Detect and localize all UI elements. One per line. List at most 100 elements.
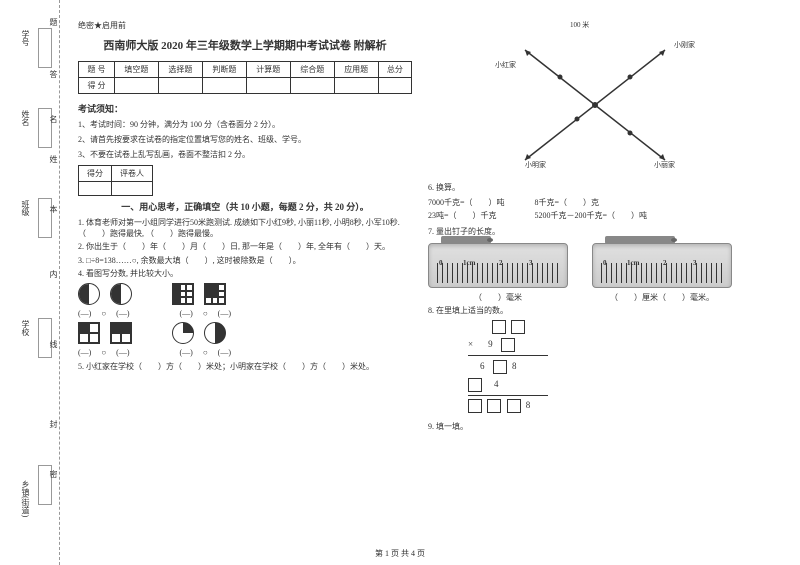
fraction-blank: (—)	[78, 348, 91, 357]
digit-box	[507, 399, 521, 413]
sidebar-char: 答	[48, 70, 59, 78]
ruler-scale	[601, 263, 723, 283]
question: 2. 你出生于（ ）年（ ）月（ ）日, 那一年是（ ）年, 全年有（ ）天。	[78, 241, 412, 252]
question: 3. □÷8=138……○, 余数最大填（ ）, 这时被除数是（ ）。	[78, 255, 412, 266]
ruler-mark: 2	[663, 259, 667, 267]
ruler-mark: 1cm	[463, 259, 475, 267]
th: 选择题	[158, 62, 202, 78]
digit-box	[487, 399, 501, 413]
score-table: 题 号 填空题 选择题 判断题 计算题 综合题 应用题 总分 得 分	[78, 61, 412, 94]
conversion-item: 23吨=（ ）千克	[428, 210, 505, 221]
calc-row	[468, 319, 762, 334]
left-column: 绝密★启用前 西南师大版 2020 年三年级数学上学期期中考试试卷 附解析 题 …	[70, 20, 420, 550]
calc-row: 8	[468, 399, 762, 413]
question: 5. 小红家在学校（ ）方（ ）米处；小明家在学校（ ）方（ ）米处。	[78, 361, 412, 372]
compare-symbol: ○	[203, 348, 208, 357]
question: 9. 填一填。	[428, 421, 762, 432]
th: 综合题	[290, 62, 334, 78]
ruler-icon: 0 1cm 2 3	[592, 243, 732, 288]
notice-item: 2、请首先按要求在试卷的指定位置填写您的姓名、班级、学号。	[78, 134, 412, 146]
th: 题 号	[79, 62, 115, 78]
conversion-item: 8千克=（ ）克	[535, 197, 648, 208]
sidebar-label-school: 学校	[20, 320, 31, 336]
compare-row: (—) ○ (—) (—) ○ (—)	[78, 309, 412, 318]
calc-line	[468, 395, 548, 396]
compare-row: (—) ○ (—) (—) ○ (—)	[78, 348, 412, 357]
sidebar-char: 名	[48, 115, 59, 123]
secret-label: 绝密★启用前	[78, 20, 412, 31]
compare-symbol: ○	[101, 348, 106, 357]
rulers-row: 0 1cm 2 3 （ ）毫米 0 1cm 2 3 （ ）厘米（ ）毫米。	[428, 239, 762, 303]
fraction-square-icon	[78, 322, 100, 344]
conversion-item: 5200千克－200千克=（ ）吨	[535, 210, 648, 221]
th: 判断题	[202, 62, 246, 78]
question: 6. 换算。	[428, 182, 762, 193]
question: 8. 在里填上适当的数。	[428, 305, 762, 316]
binding-sidebar: 学号 题 答 姓名 名 姓 班级 本 内 学校 线 封 乡镇(街道) 密	[0, 0, 60, 565]
compass-sw-label: 小明家	[525, 160, 546, 170]
calc-row: 6 8	[468, 359, 762, 374]
ruler-mark: 0	[439, 259, 443, 267]
th: 填空题	[114, 62, 158, 78]
nail-icon	[605, 236, 675, 244]
fraction-blank: (—)	[78, 309, 91, 318]
op: ×	[468, 339, 476, 349]
td	[114, 78, 158, 94]
ruler-mark: 2	[499, 259, 503, 267]
compass-se-label: 小丽家	[654, 160, 675, 170]
fraction-circle-icon	[78, 283, 100, 305]
right-column: 100 米 小刚家 小红家 小明家 小丽家 6. 换算。 7000千克=（ ）吨…	[420, 20, 770, 550]
ruler-mark: 3	[693, 259, 697, 267]
sidebar-box	[38, 28, 52, 68]
digit-box	[511, 320, 525, 334]
th: 计算题	[246, 62, 290, 78]
sidebar-char: 封	[48, 420, 59, 428]
page-footer: 第 1 页 共 4 页	[0, 548, 800, 559]
calc-row: × 9	[468, 337, 762, 352]
shapes-row	[78, 322, 412, 344]
fraction-blank: (—)	[180, 309, 193, 318]
ruler-wrap: 0 1cm 2 3 （ ）毫米	[428, 239, 568, 303]
grader-table: 得分 评卷人	[78, 165, 153, 196]
sidebar-char: 姓	[48, 155, 59, 163]
fraction-grid-icon	[172, 283, 194, 305]
notice-heading: 考试须知：	[78, 102, 412, 115]
digit-box	[492, 320, 506, 334]
ruler-caption: （ ）毫米	[428, 292, 568, 303]
td: 评卷人	[112, 166, 153, 182]
notice-item: 1、考试时间：90 分钟，满分为 100 分（含卷面分 2 分）。	[78, 119, 412, 131]
fraction-grid-icon	[204, 283, 226, 305]
fraction-blank: (—)	[116, 348, 129, 357]
ruler-mark: 3	[529, 259, 533, 267]
fraction-circle-icon	[110, 283, 132, 305]
sidebar-char: 密	[48, 470, 59, 478]
conversion-item: 7000千克=（ ）吨	[428, 197, 505, 208]
sidebar-char: 内	[48, 270, 59, 278]
ruler-wrap: 0 1cm 2 3 （ ）厘米（ ）毫米。	[592, 239, 732, 303]
calculation-block: × 9 6 8 4 8	[468, 319, 762, 413]
ruler-mark: 1cm	[627, 259, 639, 267]
fraction-blank: (—)	[116, 309, 129, 318]
shapes-row	[78, 283, 412, 305]
digit-box	[468, 399, 482, 413]
nail-icon	[441, 236, 491, 244]
compass-ne-label: 小刚家	[674, 40, 695, 50]
ruler-caption: （ ）厘米（ ）毫米。	[592, 292, 732, 303]
digit-box	[493, 360, 507, 374]
exam-title: 西南师大版 2020 年三年级数学上学期期中考试试卷 附解析	[78, 37, 412, 53]
section-title: 一、用心思考，正确填空（共 10 小题，每题 2 分，共 20 分）。	[78, 200, 412, 213]
main-content: 绝密★启用前 西南师大版 2020 年三年级数学上学期期中考试试卷 附解析 题 …	[70, 20, 790, 550]
th: 总分	[378, 62, 411, 78]
question: 1. 体育老师对第一小组同学进行50米跑测试. 成绩如下小红9秒, 小丽11秒,…	[78, 217, 412, 239]
question: 4. 看图写分数, 并比较大小。	[78, 268, 412, 279]
fraction-pie-icon	[204, 322, 226, 344]
calc-row: 4	[468, 377, 762, 392]
digit: 8	[512, 361, 520, 371]
digit: 8	[526, 400, 534, 410]
sidebar-label-name: 姓名	[20, 110, 31, 126]
calc-line	[468, 355, 548, 356]
digit: 9	[488, 339, 496, 349]
td: 得分	[79, 166, 112, 182]
sidebar-label-id: 学号	[20, 30, 31, 46]
digit: 6	[480, 361, 488, 371]
